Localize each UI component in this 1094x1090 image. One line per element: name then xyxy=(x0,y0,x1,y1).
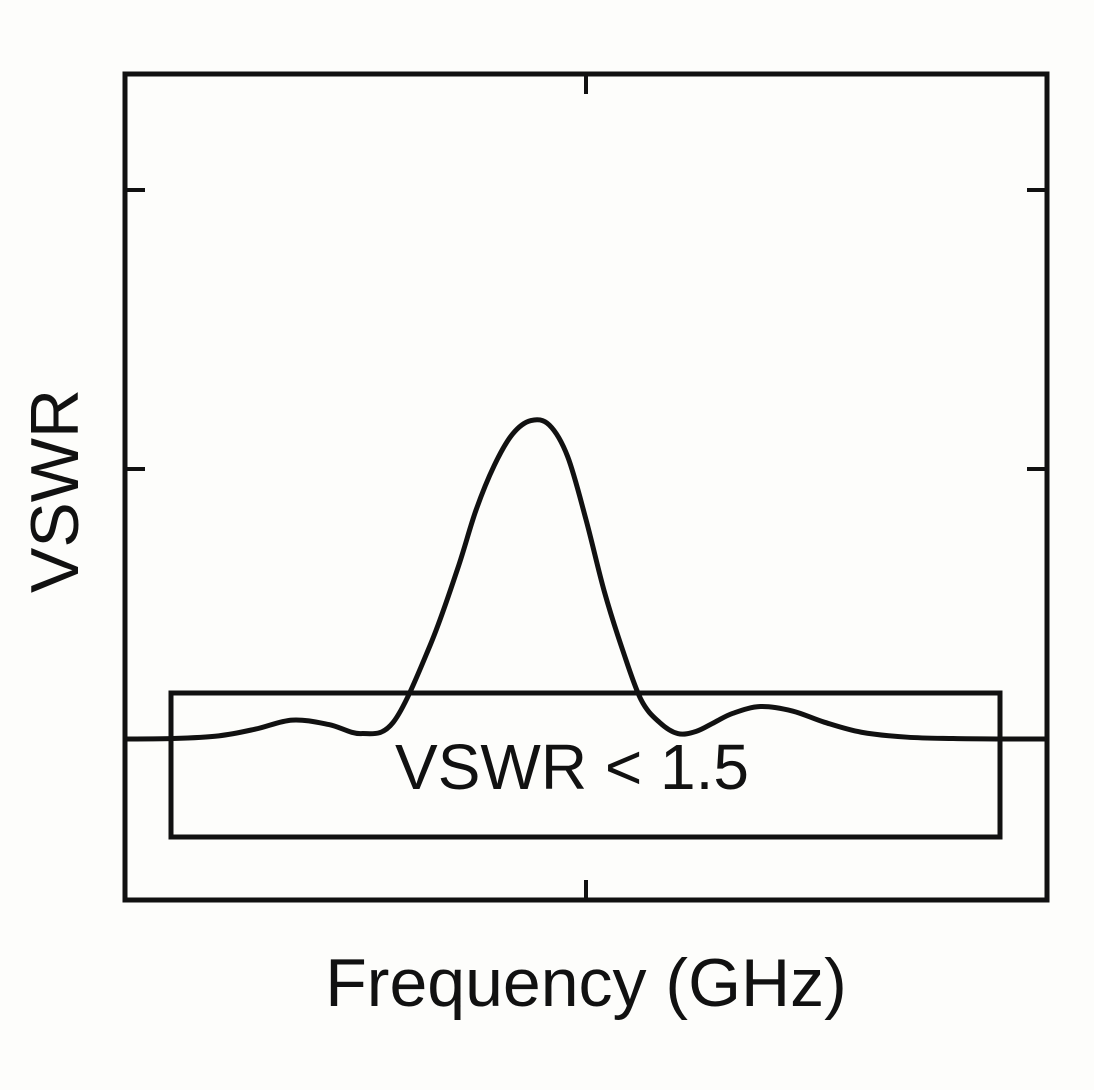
axis-ticks xyxy=(125,74,1047,900)
x-axis-label: Frequency (GHz) xyxy=(325,945,846,1021)
threshold-box xyxy=(168,690,1003,840)
threshold-label: VSWR < 1.5 xyxy=(395,731,749,803)
y-axis-label: VSWR xyxy=(17,389,93,593)
vswr-curve xyxy=(124,417,1048,742)
